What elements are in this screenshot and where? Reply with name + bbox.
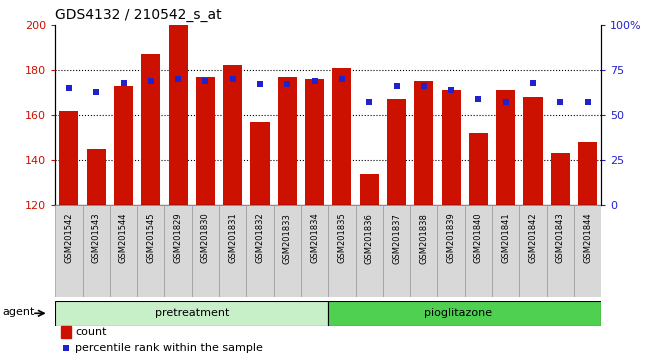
Text: GSM201833: GSM201833	[283, 213, 292, 264]
Bar	[441, 90, 461, 205]
Bar	[387, 99, 406, 205]
FancyBboxPatch shape	[55, 301, 328, 326]
Point	[391, 83, 402, 89]
FancyBboxPatch shape	[192, 205, 219, 297]
FancyBboxPatch shape	[137, 205, 164, 297]
Point	[555, 99, 566, 105]
FancyBboxPatch shape	[465, 205, 492, 297]
FancyBboxPatch shape	[219, 205, 246, 297]
Text: GSM201834: GSM201834	[310, 213, 319, 263]
Bar	[578, 142, 597, 205]
Text: GSM201839: GSM201839	[447, 213, 456, 263]
Point	[473, 96, 484, 102]
Text: agent: agent	[3, 307, 35, 317]
Text: GSM201843: GSM201843	[556, 213, 565, 263]
Bar	[523, 97, 543, 205]
Text: pioglitazone: pioglitazone	[424, 308, 492, 318]
Text: GSM201844: GSM201844	[583, 213, 592, 263]
Bar	[59, 110, 79, 205]
Point	[227, 76, 238, 82]
Point	[255, 81, 265, 87]
Bar	[86, 149, 106, 205]
FancyBboxPatch shape	[274, 205, 301, 297]
Bar	[414, 81, 434, 205]
FancyBboxPatch shape	[110, 205, 137, 297]
Text: GSM201832: GSM201832	[255, 213, 265, 263]
FancyBboxPatch shape	[519, 205, 547, 297]
FancyBboxPatch shape	[547, 205, 574, 297]
Text: GSM201836: GSM201836	[365, 213, 374, 264]
Bar	[114, 86, 133, 205]
FancyBboxPatch shape	[437, 205, 465, 297]
Bar	[359, 174, 379, 205]
Bar	[278, 77, 297, 205]
Point	[146, 78, 156, 84]
Bar	[60, 326, 71, 338]
Point	[446, 87, 456, 93]
Bar	[141, 54, 161, 205]
Point	[528, 80, 538, 85]
Bar	[469, 133, 488, 205]
Text: GSM201544: GSM201544	[119, 213, 128, 263]
Point	[582, 99, 593, 105]
FancyBboxPatch shape	[55, 205, 83, 297]
FancyBboxPatch shape	[246, 205, 274, 297]
Bar	[223, 65, 242, 205]
FancyBboxPatch shape	[410, 205, 437, 297]
Bar	[168, 25, 188, 205]
Point	[64, 85, 74, 91]
Point	[91, 89, 101, 95]
Text: GSM201831: GSM201831	[228, 213, 237, 263]
FancyBboxPatch shape	[328, 205, 356, 297]
Text: count: count	[75, 327, 107, 337]
Point	[417, 283, 428, 289]
FancyBboxPatch shape	[574, 205, 601, 297]
Bar	[196, 77, 215, 205]
Point	[364, 99, 374, 105]
Point	[500, 99, 511, 105]
Text: GSM201841: GSM201841	[501, 213, 510, 263]
Text: GSM201542: GSM201542	[64, 213, 73, 263]
Text: GSM201829: GSM201829	[174, 213, 183, 263]
FancyBboxPatch shape	[83, 205, 110, 297]
Text: pretreatment: pretreatment	[155, 308, 229, 318]
Point	[419, 83, 429, 89]
Point	[282, 81, 293, 87]
Text: GSM201840: GSM201840	[474, 213, 483, 263]
FancyBboxPatch shape	[301, 205, 328, 297]
FancyBboxPatch shape	[383, 205, 410, 297]
Text: GSM201545: GSM201545	[146, 213, 155, 263]
Bar	[551, 153, 570, 205]
FancyBboxPatch shape	[164, 205, 192, 297]
Point	[118, 80, 129, 85]
Text: GSM201830: GSM201830	[201, 213, 210, 263]
Point	[337, 76, 347, 82]
Point	[200, 78, 211, 84]
Bar	[305, 79, 324, 205]
Text: GSM201543: GSM201543	[92, 213, 101, 263]
Bar	[332, 68, 352, 205]
Text: GSM201835: GSM201835	[337, 213, 346, 263]
FancyBboxPatch shape	[356, 205, 383, 297]
Text: GSM201838: GSM201838	[419, 213, 428, 264]
Point	[309, 78, 320, 84]
Text: GDS4132 / 210542_s_at: GDS4132 / 210542_s_at	[55, 8, 222, 22]
Text: percentile rank within the sample: percentile rank within the sample	[75, 343, 263, 353]
Text: GSM201837: GSM201837	[392, 213, 401, 264]
Text: GSM201842: GSM201842	[528, 213, 538, 263]
FancyBboxPatch shape	[492, 205, 519, 297]
Point	[173, 76, 183, 82]
Bar	[250, 122, 270, 205]
FancyBboxPatch shape	[328, 301, 601, 326]
Bar	[496, 90, 515, 205]
